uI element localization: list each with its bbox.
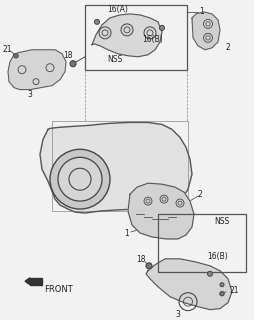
Circle shape xyxy=(94,20,99,24)
Text: 2: 2 xyxy=(225,43,229,52)
Circle shape xyxy=(219,283,223,287)
Circle shape xyxy=(219,292,223,296)
Text: 3: 3 xyxy=(27,90,32,99)
Polygon shape xyxy=(191,12,219,50)
Bar xyxy=(157,214,245,272)
Text: 16(B): 16(B) xyxy=(207,252,228,261)
Polygon shape xyxy=(92,14,161,57)
Text: 1: 1 xyxy=(199,7,203,16)
Circle shape xyxy=(14,53,18,58)
Bar xyxy=(85,5,186,70)
Text: NSS: NSS xyxy=(214,217,229,226)
Circle shape xyxy=(70,61,76,67)
Text: 16(A): 16(A) xyxy=(107,5,128,14)
Text: 2: 2 xyxy=(197,190,202,199)
Circle shape xyxy=(159,25,164,30)
Text: 18: 18 xyxy=(63,51,72,60)
Text: FRONT: FRONT xyxy=(44,285,72,294)
Text: 21: 21 xyxy=(228,286,238,295)
Polygon shape xyxy=(25,278,30,285)
Text: NSS: NSS xyxy=(107,55,122,64)
Circle shape xyxy=(50,149,109,209)
Text: 21: 21 xyxy=(2,45,12,54)
Text: 3: 3 xyxy=(175,310,180,319)
Circle shape xyxy=(58,157,102,201)
Text: 18: 18 xyxy=(136,255,145,264)
Circle shape xyxy=(207,271,212,276)
Bar xyxy=(52,122,187,211)
Text: 16(B): 16(B) xyxy=(142,35,163,44)
Polygon shape xyxy=(30,278,42,285)
Polygon shape xyxy=(40,123,191,213)
Text: 1: 1 xyxy=(124,229,129,238)
Circle shape xyxy=(146,263,151,269)
Polygon shape xyxy=(146,259,231,310)
Polygon shape xyxy=(8,50,66,90)
Polygon shape xyxy=(128,183,193,239)
